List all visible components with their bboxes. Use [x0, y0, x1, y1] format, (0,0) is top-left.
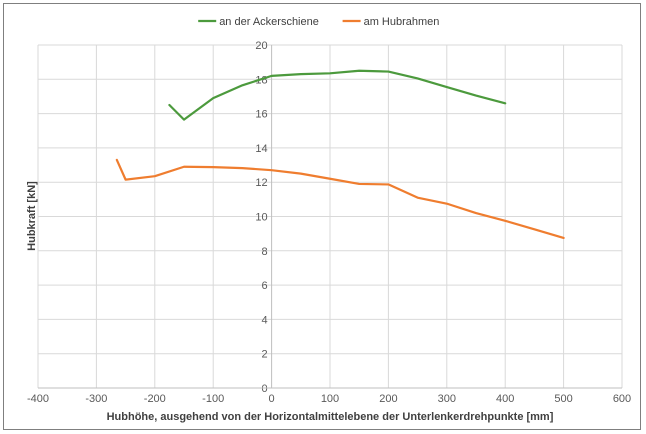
gridlines — [37, 44, 623, 389]
x-tick-label: 100 — [321, 393, 339, 405]
series-line-1 — [168, 69, 507, 121]
y-tick-label: 16 — [255, 109, 267, 121]
y-axis-title: Hubkraft [kN] — [26, 181, 38, 251]
x-tick-label: 600 — [613, 393, 631, 405]
x-tick-label: -100 — [202, 393, 224, 405]
legend: an der Ackerschiene am Hubrahmen — [198, 16, 439, 28]
y-tick-label: 12 — [255, 177, 267, 189]
y-tick-label: 2 — [261, 349, 267, 361]
y-tick-label: 8 — [261, 246, 267, 258]
series-line-2 — [115, 158, 565, 240]
series-lines — [115, 69, 565, 240]
y-tick-label: 14 — [255, 143, 267, 155]
x-axis-title: Hubhöhe, ausgehend von der Horizontalmit… — [107, 411, 554, 423]
y-tick-label: 6 — [261, 280, 267, 292]
legend-label: am Hubrahmen — [364, 16, 440, 28]
x-tick-label: -300 — [85, 393, 107, 405]
y-tick-label: 4 — [261, 314, 267, 326]
y-tick-label: 20 — [255, 40, 267, 52]
legend-label: an der Ackerschiene — [219, 16, 319, 28]
x-tick-label: 400 — [496, 393, 514, 405]
x-tick-label: 200 — [379, 393, 397, 405]
x-tick-label: 300 — [438, 393, 456, 405]
y-tick-label: 0 — [261, 383, 267, 395]
x-tick-label: -400 — [27, 393, 49, 405]
x-tick-label: 500 — [554, 393, 572, 405]
y-tick-label: 10 — [255, 212, 267, 224]
x-tick-label: -200 — [144, 393, 166, 405]
x-tick-label: 0 — [269, 393, 275, 405]
